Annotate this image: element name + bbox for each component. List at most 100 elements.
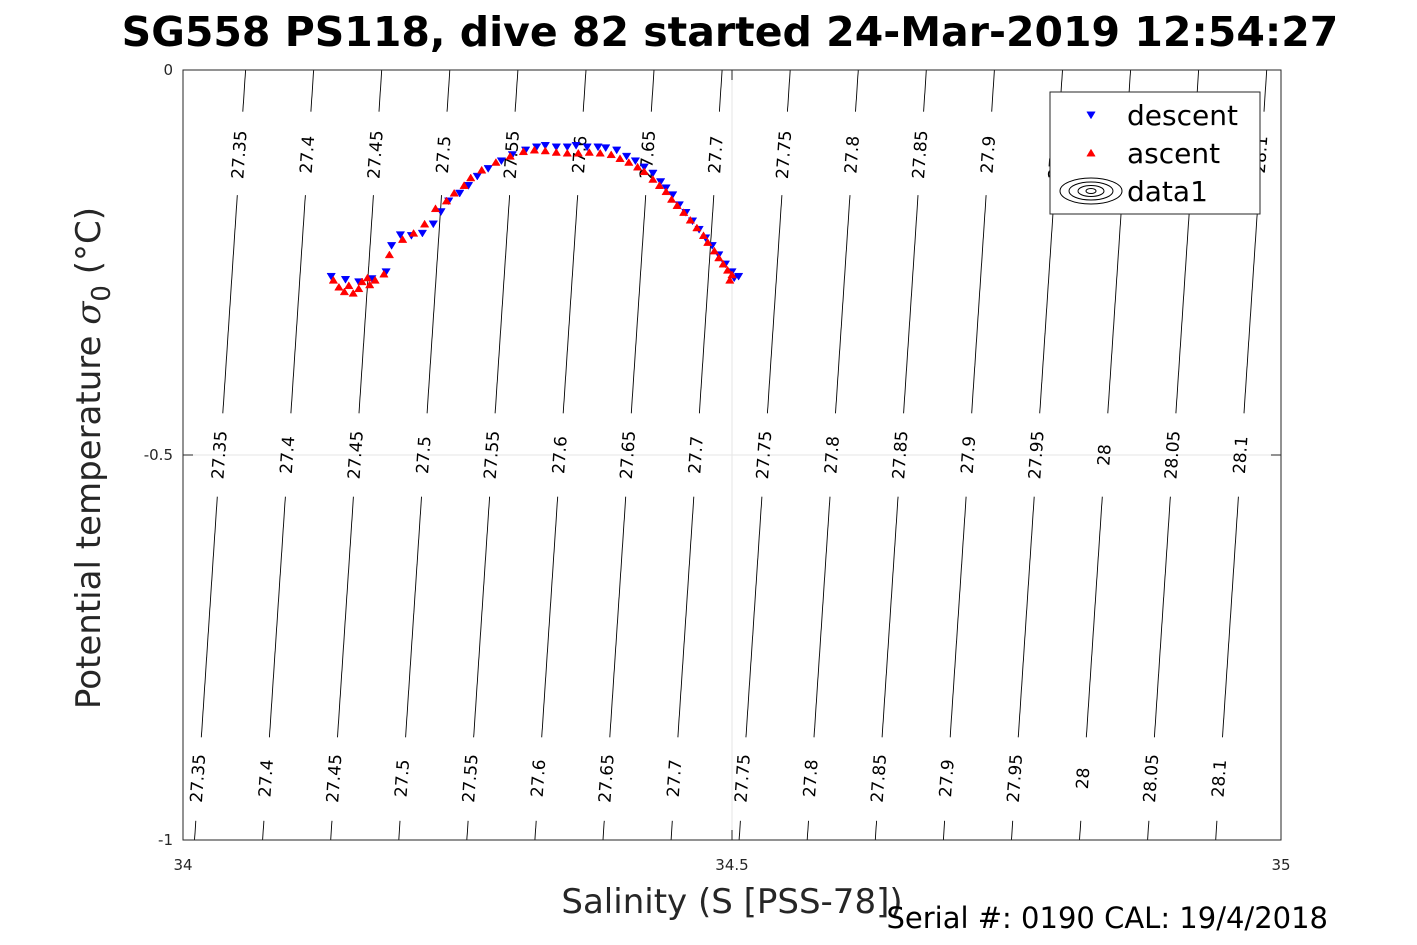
x-tick-label: 34 bbox=[173, 856, 192, 874]
contour-labels: 27.35 27.4 27.45 27.5 27.55 27.6 27.65 27.7 27.7… bbox=[187, 130, 1272, 804]
ascent-marker bbox=[725, 275, 735, 284]
ascent-marker bbox=[365, 280, 375, 289]
ascent-marker bbox=[584, 148, 594, 156]
contour-line bbox=[1079, 69, 1132, 841]
contour-label: 28.1 bbox=[1209, 759, 1232, 798]
legend-contour-ring bbox=[1085, 188, 1097, 194]
contour-label: 27.75 bbox=[732, 753, 755, 803]
contour-label: 27.45 bbox=[345, 430, 368, 480]
legend-ascent-label: ascent bbox=[1127, 137, 1220, 170]
contour-line bbox=[262, 69, 315, 841]
descent-marker bbox=[386, 242, 397, 250]
descent-marker bbox=[428, 220, 438, 229]
legend-data1-icon bbox=[1059, 177, 1123, 205]
ascent-marker bbox=[718, 259, 728, 268]
contour-line bbox=[1010, 69, 1063, 841]
chart-title: SG558 PS118, dive 82 started 24-Mar-2019… bbox=[122, 8, 1339, 56]
ascent-marker bbox=[334, 282, 344, 291]
contour-label: 28 bbox=[1094, 443, 1115, 466]
ascent-marker bbox=[615, 154, 625, 162]
y-axis-label-main: Potential temperature bbox=[69, 336, 109, 709]
x-tick-label: 35 bbox=[1271, 856, 1290, 874]
descent-marker bbox=[496, 157, 507, 166]
descent-marker bbox=[582, 143, 592, 152]
contour-line bbox=[942, 69, 995, 841]
y-axis-label: Potential temperature σ0 (°C) bbox=[69, 207, 117, 709]
y-tick-label: 0 bbox=[163, 61, 173, 79]
contour-label: 27.7 bbox=[685, 435, 708, 474]
contour-label: 27.4 bbox=[277, 435, 300, 474]
legend-ascent-icon bbox=[1086, 148, 1096, 157]
legend-contour-ring bbox=[1059, 177, 1123, 205]
ascent-marker bbox=[344, 281, 354, 290]
ascent-marker bbox=[362, 273, 373, 282]
descent-marker bbox=[571, 142, 581, 150]
descent-marker bbox=[562, 143, 572, 152]
contour-label: 27.6 bbox=[549, 435, 572, 474]
ascent-marker bbox=[703, 238, 713, 246]
contour-label: 28 bbox=[1073, 767, 1094, 790]
contour-label: 27.7 bbox=[664, 759, 687, 798]
ascent-marker bbox=[666, 195, 677, 203]
ascent-marker bbox=[685, 215, 695, 224]
contour-label: 27.75 bbox=[773, 130, 796, 180]
y-axis-label-subscript: 0 bbox=[87, 285, 117, 302]
contour-label: 28.05 bbox=[1161, 430, 1184, 480]
contour-label: 27.95 bbox=[1025, 430, 1048, 480]
legend-data1-label: data1 bbox=[1127, 175, 1208, 208]
legend-descent-label: descent bbox=[1127, 99, 1238, 132]
ascent-marker bbox=[466, 173, 476, 182]
x-tick-labels: 34 34.5 35 bbox=[173, 856, 1290, 874]
y-tick-labels: 0 -0.5 -1 bbox=[144, 61, 173, 849]
y-tick-label: -1 bbox=[158, 831, 173, 849]
descent-marker bbox=[417, 229, 428, 238]
contour-label: 27.8 bbox=[841, 135, 864, 174]
contour-label: 27.45 bbox=[323, 753, 346, 803]
legend-contour-ring bbox=[1068, 181, 1114, 201]
contour-label: 27.6 bbox=[528, 759, 551, 798]
ascent-marker bbox=[328, 275, 339, 284]
ascent-marker bbox=[692, 223, 702, 232]
ascent-marker bbox=[339, 287, 350, 296]
contour-line bbox=[602, 69, 655, 841]
contour-label: 27.4 bbox=[297, 135, 320, 174]
ascent-marker bbox=[408, 229, 419, 237]
ascent-marker bbox=[505, 152, 515, 160]
contour-label: 27.4 bbox=[255, 759, 278, 798]
contour-label: 27.45 bbox=[364, 130, 387, 180]
descent-marker bbox=[540, 142, 550, 150]
contour-line bbox=[398, 69, 451, 841]
ascent-marker bbox=[698, 231, 709, 239]
ascent-marker bbox=[384, 250, 395, 259]
descent-marker bbox=[601, 144, 611, 153]
legend-contour-ring bbox=[1077, 185, 1105, 197]
ascent-marker bbox=[632, 162, 643, 171]
contour-label: 27.65 bbox=[595, 753, 618, 803]
ascent-marker bbox=[419, 219, 430, 228]
contour-line bbox=[1215, 69, 1268, 841]
contour-label: 27.65 bbox=[637, 130, 660, 180]
serial-cal-footer: Serial #: 0190 CAL: 19/4/2018 bbox=[886, 901, 1328, 935]
ascent-marker bbox=[357, 277, 367, 286]
contour-label: 27.55 bbox=[459, 753, 482, 803]
ascent-marker bbox=[529, 145, 540, 154]
ascent-marker bbox=[540, 146, 550, 155]
contour-label: 27.8 bbox=[821, 435, 844, 474]
ascent-marker bbox=[459, 181, 469, 189]
ascent-marker bbox=[679, 208, 689, 216]
contour-label: 27.9 bbox=[978, 135, 1001, 174]
contour-label: 27.5 bbox=[392, 759, 415, 798]
ascent-marker bbox=[654, 181, 665, 189]
descent-marker bbox=[612, 146, 622, 155]
descent-marker bbox=[639, 163, 649, 172]
ascent-marker bbox=[518, 147, 529, 156]
ascent-marker bbox=[573, 148, 583, 157]
descent-marker bbox=[483, 165, 493, 173]
ascent-marker bbox=[709, 246, 720, 255]
legend-descent-icon bbox=[1086, 111, 1096, 120]
contour-label: 28.1 bbox=[1230, 435, 1253, 474]
contour-line bbox=[1147, 69, 1200, 841]
contour-label: 27.85 bbox=[909, 130, 932, 180]
contour-label: 27.95 bbox=[1004, 753, 1027, 803]
